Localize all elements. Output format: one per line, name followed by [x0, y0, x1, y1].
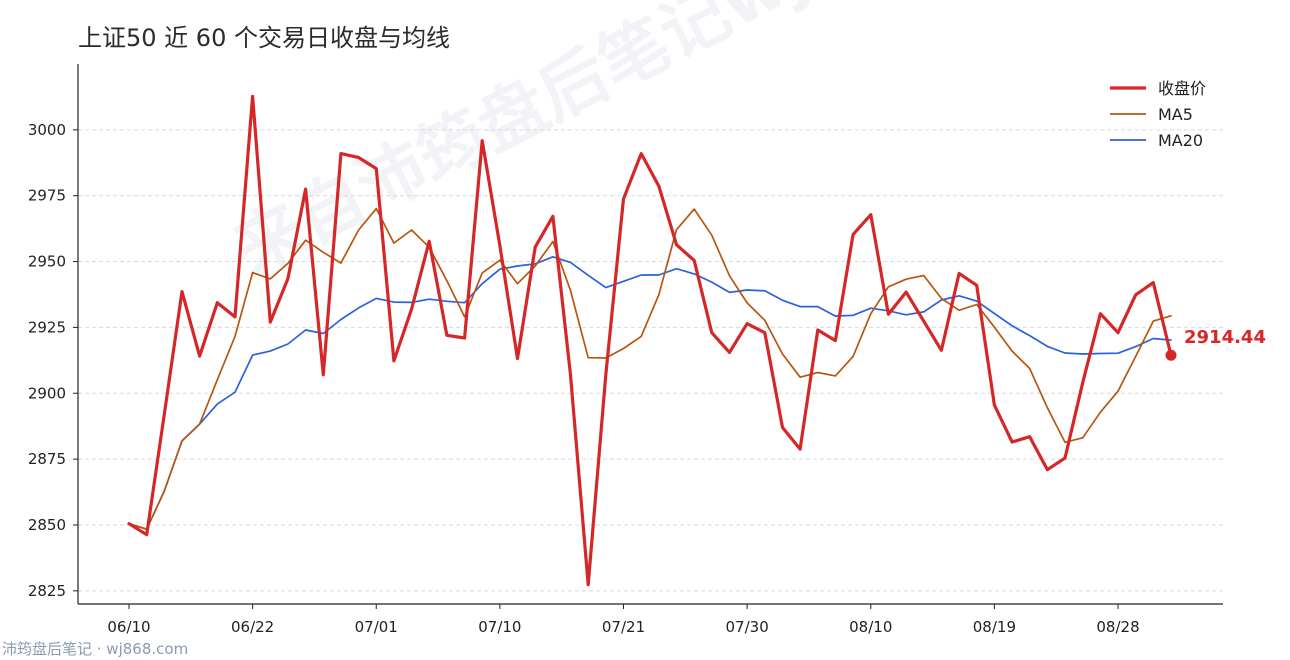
x-tick-label: 08/19: [973, 618, 1016, 636]
legend-label: MA20: [1158, 131, 1203, 150]
y-tick-label: 2975: [28, 187, 66, 205]
x-tick-label: 07/30: [726, 618, 769, 636]
y-tick-label: 2900: [28, 384, 66, 402]
y-tick-label: 2825: [28, 582, 66, 600]
legend-label: MA5: [1158, 105, 1193, 124]
x-tick-label: 06/10: [107, 618, 150, 636]
x-tick-label: 07/10: [478, 618, 521, 636]
y-tick-label: 2875: [28, 450, 66, 468]
legend-label: 收盘价: [1158, 79, 1206, 98]
last-close-marker: [1165, 349, 1177, 361]
x-tick-label: 08/28: [1096, 618, 1139, 636]
close-price-line: [127, 94, 1173, 587]
x-tick-label: 08/10: [849, 618, 892, 636]
last-close-label: 2914.44: [1184, 327, 1266, 348]
x-tick-label: 06/22: [231, 618, 274, 636]
footer-credit: 沛筠盘后笔记 · wj868.com: [2, 640, 189, 658]
y-tick-label: 2950: [28, 253, 66, 271]
ma20-line: [128, 255, 1172, 531]
y-tick-label: 3000: [28, 121, 66, 139]
x-tick-label: 07/01: [355, 618, 398, 636]
chart-title: 上证50 近 60 个交易日收盘与均线: [78, 24, 450, 52]
x-tick-label: 07/21: [602, 618, 645, 636]
ma5-line: [128, 207, 1172, 531]
y-tick-label: 2850: [28, 516, 66, 534]
y-tick-label: 2925: [28, 318, 66, 336]
